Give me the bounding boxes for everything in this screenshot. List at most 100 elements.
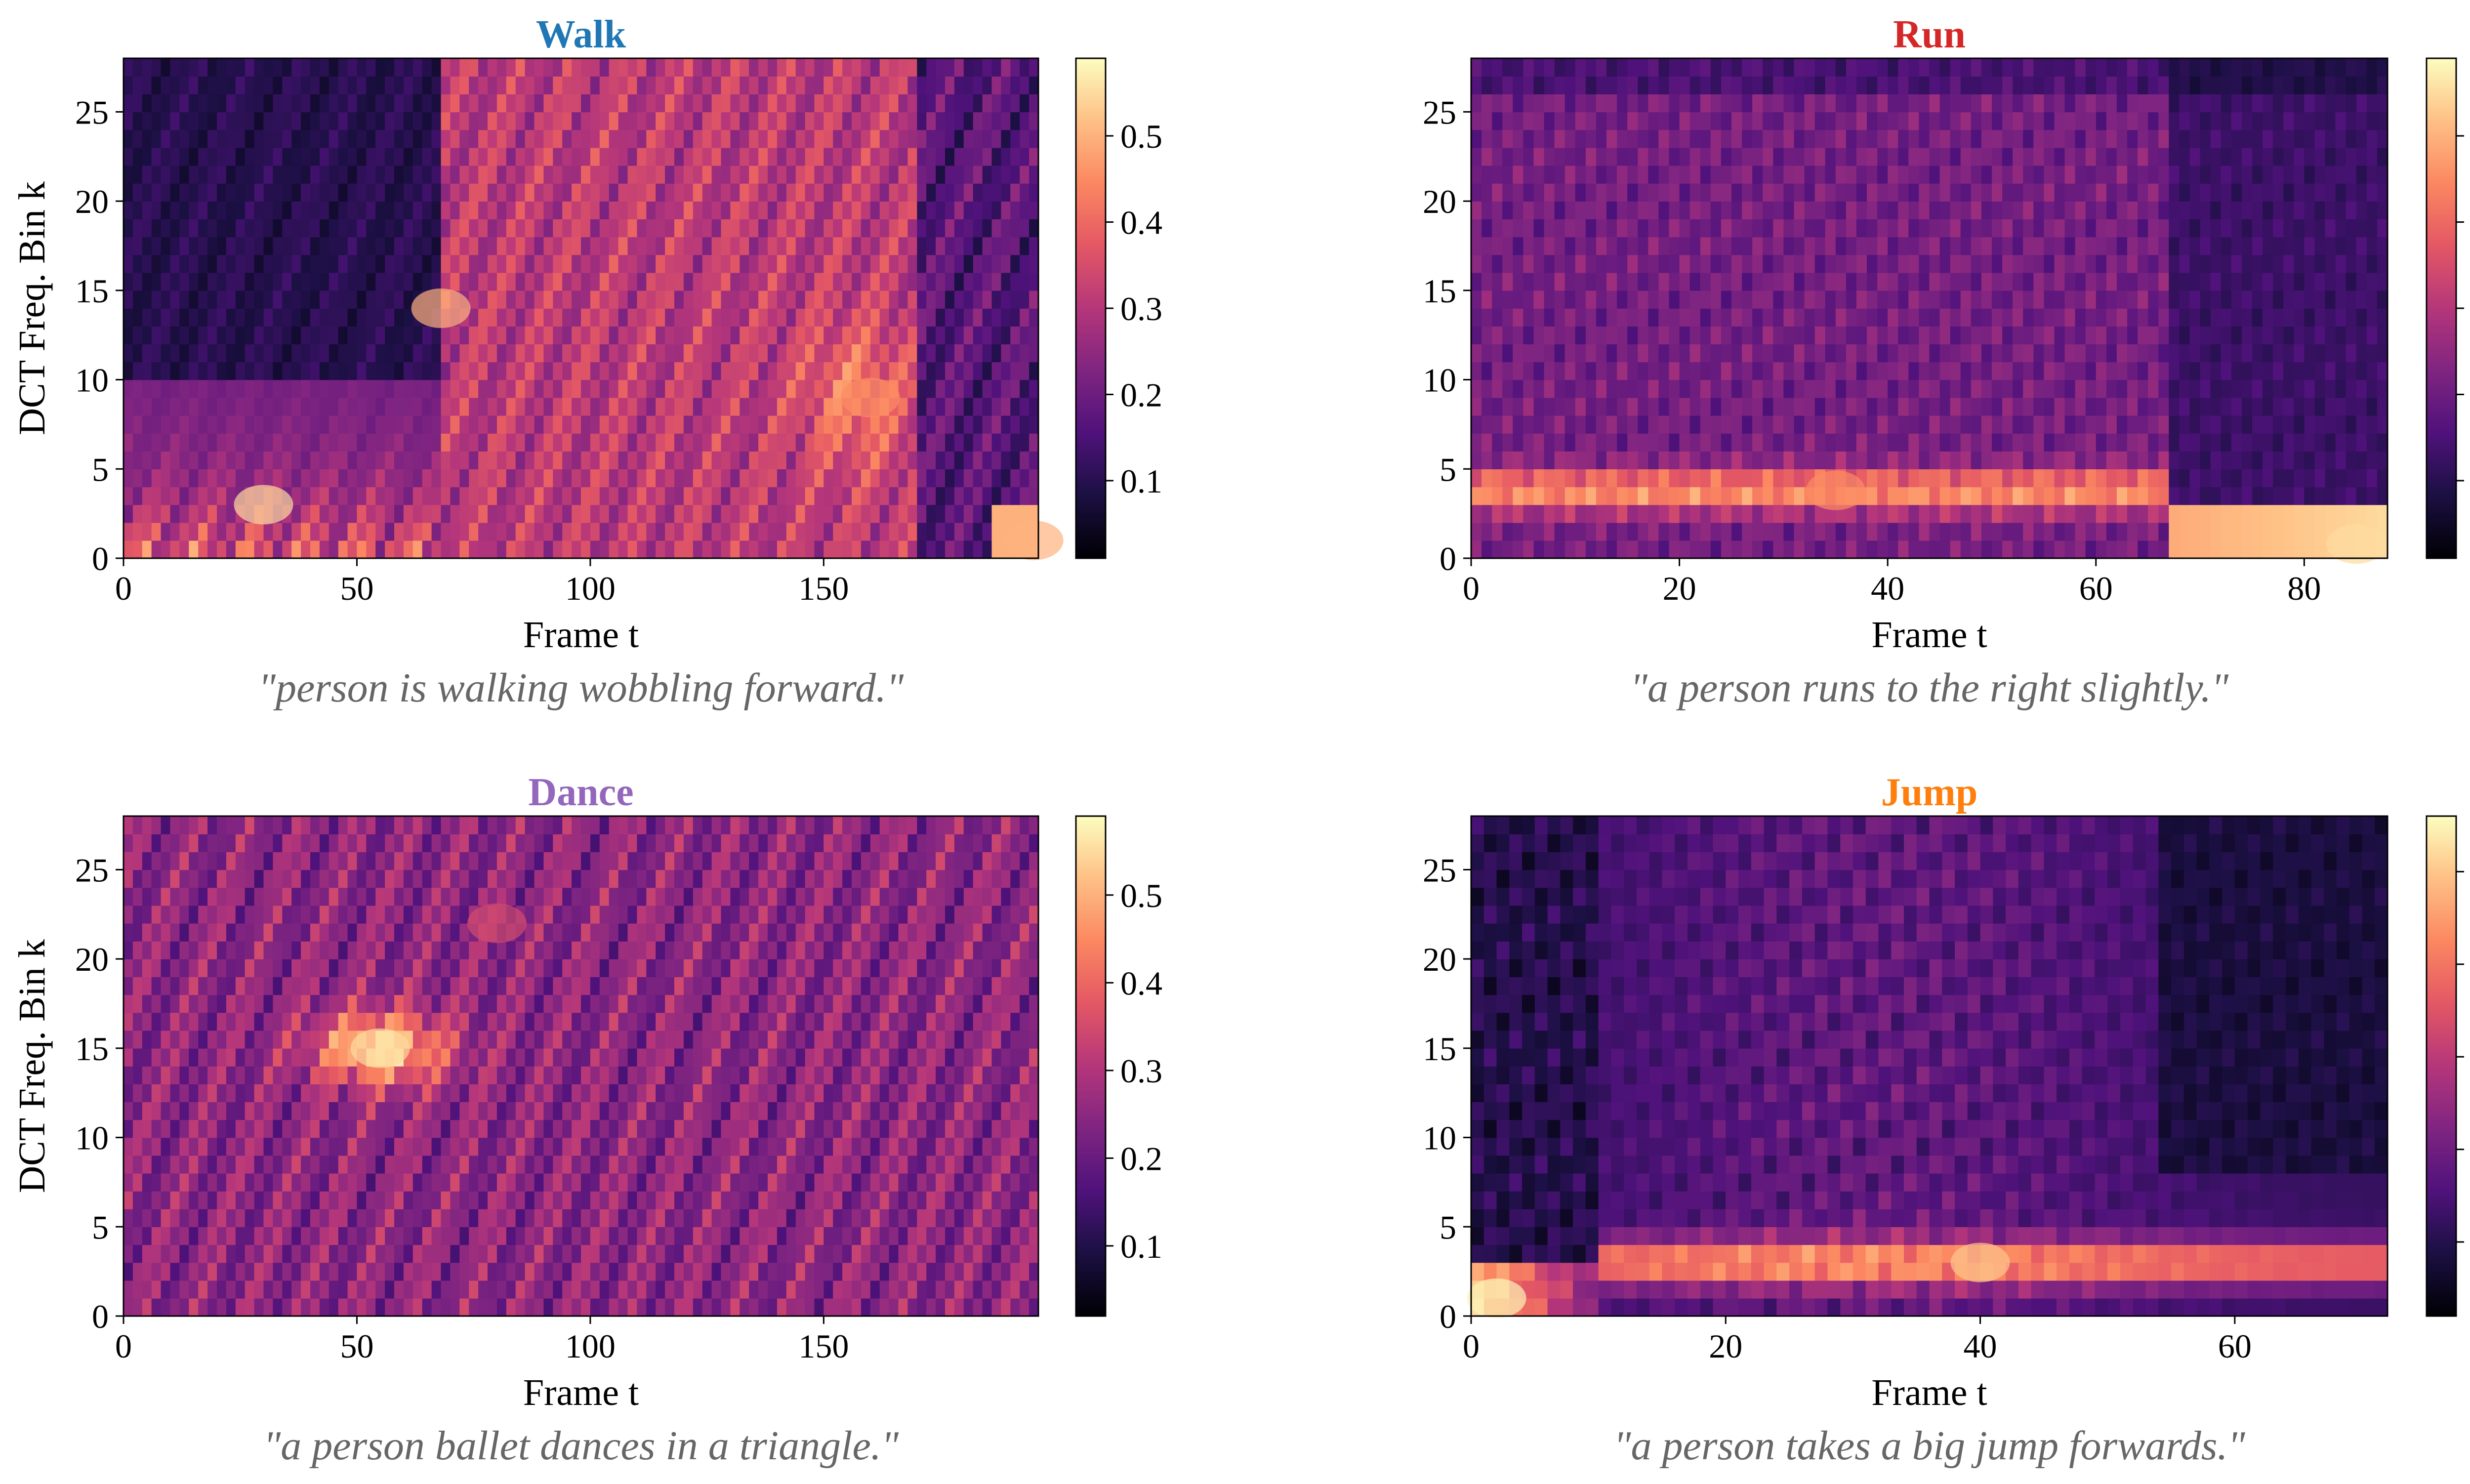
- heatmap-cell: [2283, 344, 2295, 363]
- heatmap-cell: [2252, 165, 2263, 184]
- heatmap-cell: [1731, 219, 1742, 238]
- heatmap-cell: [394, 254, 404, 273]
- heatmap-cell: [2138, 112, 2148, 130]
- heatmap-cell: [1763, 165, 1774, 184]
- heatmap-cell: [1596, 58, 1607, 77]
- heatmap-cell: [842, 290, 852, 309]
- heatmap-cell: [991, 201, 1002, 219]
- heatmap-cell: [226, 504, 236, 523]
- heatmap-cell: [2054, 522, 2065, 541]
- heatmap-cell: [1898, 504, 1909, 523]
- heatmap-cell: [1669, 522, 1680, 541]
- heatmap-cell: [898, 254, 908, 273]
- heatmap-cell: [1029, 129, 1039, 148]
- heatmap-cell: [1502, 201, 1514, 219]
- heatmap-cell: [917, 219, 927, 238]
- heatmap-cell: [1721, 76, 1732, 94]
- heatmap-cell: [870, 165, 880, 184]
- heatmap-cell: [1835, 112, 1847, 130]
- heatmap-cell: [1585, 308, 1597, 327]
- heatmap-cell: [488, 362, 497, 380]
- heatmap-cell: [599, 183, 610, 202]
- heatmap-cell: [758, 58, 768, 77]
- heatmap-cell: [945, 469, 955, 488]
- heatmap-cell: [506, 219, 516, 238]
- heatmap-cell: [1627, 272, 1639, 291]
- heatmap-cell: [1960, 112, 1972, 130]
- heatmap-cell: [496, 415, 507, 434]
- heatmap-cell: [2252, 362, 2263, 380]
- heatmap-cell: [1794, 326, 1805, 344]
- heatmap-cell: [1877, 58, 1888, 77]
- heatmap-cell: [926, 237, 936, 255]
- heatmap-cell: [2033, 201, 2045, 219]
- heatmap-cell: [1742, 58, 1753, 77]
- heatmap-cell: [2013, 379, 2023, 398]
- heatmap-cell: [488, 451, 497, 469]
- heatmap-cell: [730, 415, 741, 434]
- heatmap-cell: [469, 379, 479, 398]
- heatmap-cell: [1919, 165, 1930, 184]
- heatmap-cell: [805, 272, 815, 291]
- heatmap-cell: [590, 522, 600, 541]
- heatmap-cell: [786, 522, 796, 541]
- heatmap-cell: [124, 308, 133, 327]
- heatmap-cell: [1773, 183, 1784, 202]
- heatmap-cell: [1606, 165, 1617, 184]
- heatmap-cell: [982, 362, 992, 380]
- heatmap-cell: [1929, 272, 1940, 291]
- heatmap-cell: [618, 290, 628, 309]
- heatmap-cell: [1763, 272, 1774, 291]
- heatmap-cell: [1846, 147, 1857, 166]
- heatmap-cell: [1689, 522, 1701, 541]
- heatmap-cell: [2085, 201, 2097, 219]
- heatmap-cell: [1710, 183, 1722, 202]
- heatmap-cell: [329, 219, 339, 238]
- heatmap-cell: [674, 451, 684, 469]
- heatmap-cell: [1981, 397, 1992, 416]
- heatmap-cell: [879, 504, 890, 523]
- heatmap-cell: [1981, 362, 1992, 380]
- heatmap-cell: [151, 397, 162, 416]
- heatmap-cell: [1689, 94, 1701, 113]
- heatmap-cell: [1981, 540, 1992, 559]
- heatmap-cell: [907, 165, 918, 184]
- heatmap-cell: [366, 308, 376, 327]
- heatmap-cell: [2106, 469, 2117, 488]
- heatmap-cell: [1721, 397, 1732, 416]
- heatmap-cell: [656, 290, 665, 309]
- heatmap-cell: [2231, 308, 2242, 327]
- heatmap-cell: [1825, 112, 1836, 130]
- heatmap-cell: [2064, 94, 2076, 113]
- heatmap-cell: [235, 415, 246, 434]
- heatmap-cell: [609, 165, 619, 184]
- heatmap-cell: [2033, 254, 2045, 273]
- colorbar-tick-label: 0.5: [1120, 118, 1162, 155]
- heatmap-cell: [786, 379, 796, 398]
- heatmap-cell: [1001, 183, 1011, 202]
- heatmap-cell: [385, 94, 395, 113]
- heatmap-cell: [1575, 272, 1586, 291]
- heatmap-cell: [2138, 254, 2148, 273]
- heatmap-cell: [889, 487, 899, 505]
- heatmap-cell: [1502, 469, 1514, 488]
- heatmap-cell: [1585, 362, 1597, 380]
- heatmap-cell: [936, 58, 946, 77]
- heatmap-cell: [702, 272, 712, 291]
- heatmap-cell: [777, 94, 787, 113]
- heatmap-cell: [235, 326, 246, 344]
- heatmap-cell: [151, 272, 162, 291]
- heatmap-cell: [2064, 344, 2076, 363]
- heatmap-cell: [366, 522, 376, 541]
- heatmap-cell: [1606, 76, 1617, 94]
- heatmap-cell: [1950, 522, 1961, 541]
- heatmap-cell: [1669, 469, 1680, 488]
- heatmap-cell: [207, 522, 217, 541]
- heatmap-cell: [1523, 76, 1534, 94]
- heatmap-cell: [721, 254, 731, 273]
- heatmap-cell: [1482, 290, 1492, 309]
- heatmap-cell: [170, 397, 180, 416]
- heatmap-cell: [963, 433, 974, 452]
- heatmap-cell: [963, 129, 974, 148]
- heatmap-cell: [1606, 379, 1617, 398]
